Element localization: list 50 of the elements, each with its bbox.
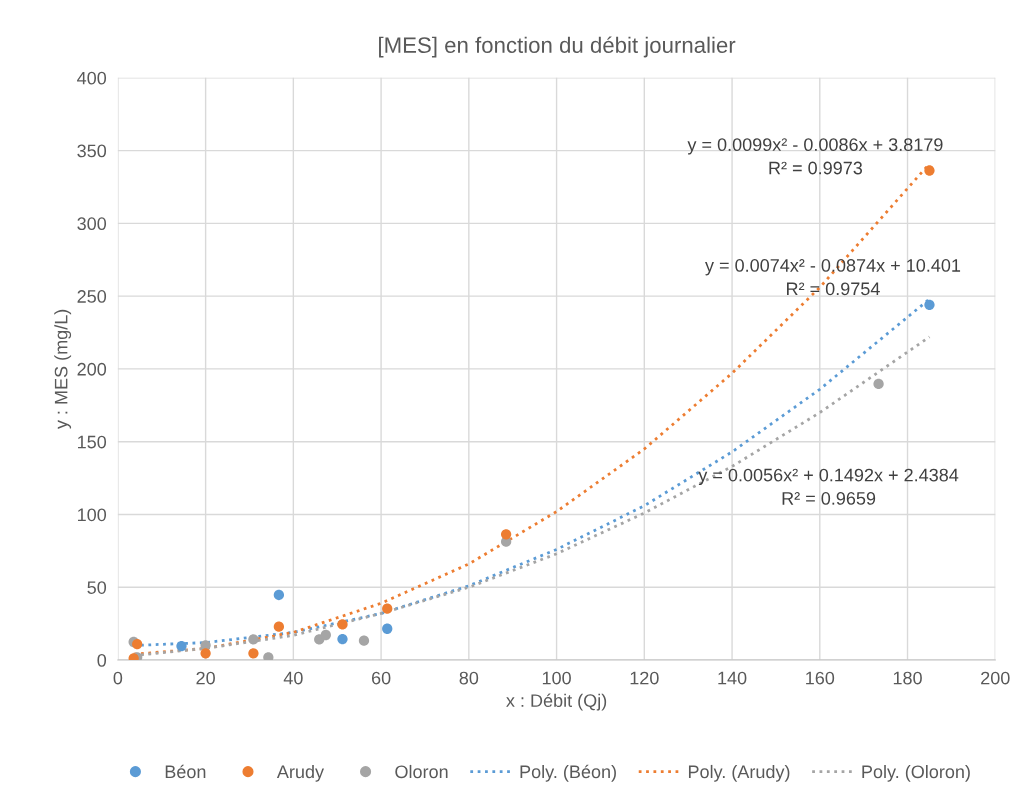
y-tick-label: 300 [77, 217, 107, 231]
x-tick-label: 100 [542, 671, 571, 685]
legend-label: Poly. (Oloron) [862, 764, 970, 782]
point [263, 652, 274, 661]
chart-title: [MES] en fonction du débit journalier [379, 36, 736, 58]
x-axis-title: x : Débit (Qj) [506, 693, 607, 711]
x-tick-label: 160 [806, 671, 835, 685]
legend-label: Béon [165, 764, 206, 779]
annotation: y = 0.0056x² + 0.1492x + 2.4384 R² = 0.9659 [698, 468, 959, 505]
point [337, 619, 348, 630]
point [128, 653, 139, 661]
legend-label: Poly. (Béon) [520, 764, 616, 782]
point [924, 299, 935, 311]
point [273, 621, 285, 632]
point [248, 634, 259, 645]
x-tick-label: 80 [459, 671, 479, 685]
y-tick-label: 0 [97, 653, 107, 667]
point [248, 648, 259, 659]
y-axis-title: y : MES (mg/L) [54, 309, 72, 430]
point [176, 640, 187, 652]
y-tick-label: 200 [77, 362, 107, 376]
y-tick-label: 150 [78, 435, 107, 449]
x-tick-label: 200 [981, 671, 1010, 685]
x-tick-label: 0 [113, 671, 123, 685]
y-tick-label: 400 [77, 71, 107, 85]
y-tick-label: 250 [77, 290, 107, 303]
point [200, 648, 211, 659]
x-tick-label: 120 [630, 671, 659, 685]
legend-label: Arudy [276, 764, 325, 782]
y-tick-label: 350 [77, 144, 107, 158]
x-tick-label: 40 [283, 671, 303, 685]
x-tick-label: 20 [196, 671, 215, 685]
x-tick-label: 60 [371, 671, 391, 685]
legend-label: Oloron [395, 764, 448, 779]
point [382, 603, 393, 614]
point [924, 165, 935, 176]
point [132, 638, 143, 650]
y-tick-label: 100 [78, 508, 107, 522]
point [382, 623, 393, 634]
point [873, 378, 884, 390]
y-tick-label: 50 [87, 581, 107, 594]
legend-label: Poly. (Arudy) [688, 764, 790, 782]
x-tick-label: 140 [718, 671, 747, 685]
point [337, 633, 348, 645]
point [500, 529, 512, 540]
point [273, 589, 285, 601]
x-tick-label: 180 [893, 671, 922, 685]
point [320, 629, 331, 641]
point [358, 635, 370, 646]
annotation: y = 0.0099x² - 0.0086x + 3.8179 R² = 0.9973 [687, 138, 943, 175]
